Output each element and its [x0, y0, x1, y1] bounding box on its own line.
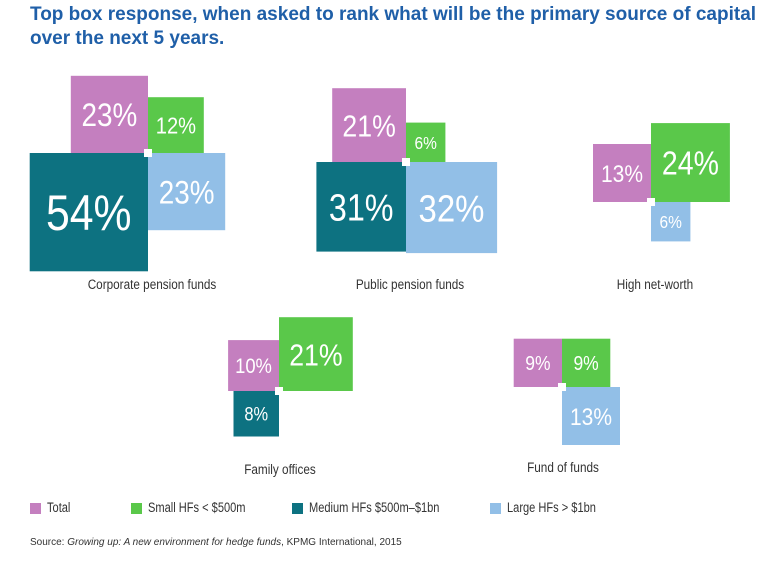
legend-label-small: Small HFs < $500m: [148, 500, 246, 515]
group-fund-of-funds: 9% 9% 13% Fund of funds: [513, 338, 620, 475]
chart-title: Top box response, when asked to rank wha…: [30, 4, 757, 49]
legend-label-total: Total: [47, 500, 71, 515]
square-corporate-pension-funds-total: [70, 75, 148, 153]
category-label-fund-of-funds: Fund of funds: [527, 459, 599, 475]
center-marker-high-net-worth: [647, 198, 655, 206]
group-corporate-pension-funds: 23% 12% 54% 23% Corporate pension funds: [29, 75, 226, 292]
chart-canvas: 23% 12% 54% 23% Corporate pension funds 21% 6%…: [29, 75, 730, 477]
value-label-corporate-pension-funds-large-hfs-1bn: 23%: [159, 175, 215, 210]
value-label-corporate-pension-funds-small-hfs-500m: 12%: [156, 112, 196, 139]
square-public-pension-funds-total: [332, 88, 406, 162]
source-suffix: , KPMG International, 2015: [281, 537, 402, 548]
value-label-public-pension-funds-small-hfs-500m: 6%: [415, 133, 437, 153]
value-label-family-offices-total: 10%: [235, 355, 272, 379]
legend-swatch-small: [131, 503, 142, 514]
square-high-net-worth-total: [593, 144, 651, 202]
square-family-offices-total: [228, 340, 279, 391]
legend-swatch-large: [490, 503, 501, 514]
center-marker-fund-of-funds: [558, 383, 566, 391]
group-public-pension-funds: 21% 6% 31% 32% Public pension funds: [316, 88, 498, 292]
group-high-net-worth: 13% 24% 6% High net-worth: [593, 123, 730, 292]
value-label-high-net-worth-small-hfs-500m: 24%: [662, 144, 719, 182]
square-public-pension-funds-medium-hfs-500m-1bn: [316, 162, 406, 252]
value-label-fund-of-funds-large-hfs-1bn: 13%: [570, 402, 612, 430]
legend-label-large: Large HFs > $1bn: [507, 500, 596, 515]
value-label-corporate-pension-funds-total: 23%: [82, 98, 138, 133]
square-corporate-pension-funds-medium-hfs-500m-1bn: [29, 153, 149, 272]
value-label-corporate-pension-funds-medium-hfs-500m-1bn: 54%: [46, 185, 132, 241]
square-public-pension-funds-large-hfs-1bn: [406, 162, 498, 254]
legend-label-medium: Medium HFs $500m–$1bn: [309, 500, 440, 515]
value-label-high-net-worth-large-hfs-1bn: 6%: [660, 212, 682, 232]
value-label-fund-of-funds-total: 9%: [525, 353, 550, 376]
category-label-corporate-pension-funds: Corporate pension funds: [88, 276, 217, 292]
value-label-family-offices-small-hfs-500m: 21%: [289, 338, 342, 372]
square-fund-of-funds-total: [513, 338, 562, 387]
legend-swatch-medium: [292, 503, 303, 514]
group-family-offices: 10% 21% 8% Family offices: [228, 317, 353, 477]
value-label-family-offices-medium-hfs-500m-1bn: 8%: [244, 404, 268, 425]
square-public-pension-funds-small-hfs-500m: [406, 122, 446, 162]
square-corporate-pension-funds-large-hfs-1bn: [148, 153, 226, 231]
center-marker-corporate-pension-funds: [144, 149, 152, 157]
center-marker-family-offices: [275, 387, 283, 395]
category-label-family-offices: Family offices: [244, 461, 316, 477]
value-label-public-pension-funds-medium-hfs-500m-1bn: 31%: [329, 187, 394, 229]
category-label-high-net-worth: High net-worth: [617, 276, 693, 292]
center-marker-public-pension-funds: [402, 158, 410, 166]
category-label-public-pension-funds: Public pension funds: [356, 276, 464, 292]
value-label-high-net-worth-total: 13%: [601, 159, 643, 187]
square-family-offices-medium-hfs-500m-1bn: [233, 391, 279, 437]
value-label-fund-of-funds-small-hfs-500m: 9%: [573, 353, 598, 376]
value-label-public-pension-funds-large-hfs-1bn: 32%: [419, 187, 485, 230]
legend-swatch-total: [30, 503, 41, 514]
square-corporate-pension-funds-small-hfs-500m: [148, 97, 204, 153]
square-high-net-worth-small-hfs-500m: [651, 123, 730, 202]
square-fund-of-funds-large-hfs-1bn: [562, 387, 620, 445]
square-high-net-worth-large-hfs-1bn: [651, 202, 691, 242]
source-note: Source: Growing up: A new environment fo…: [30, 537, 402, 548]
source-prefix: Source:: [30, 537, 68, 548]
square-family-offices-small-hfs-500m: [279, 317, 353, 391]
value-label-public-pension-funds-total: 21%: [342, 109, 395, 143]
square-fund-of-funds-small-hfs-500m: [562, 338, 611, 387]
source-title: Growing up: A new environment for hedge …: [67, 537, 282, 548]
